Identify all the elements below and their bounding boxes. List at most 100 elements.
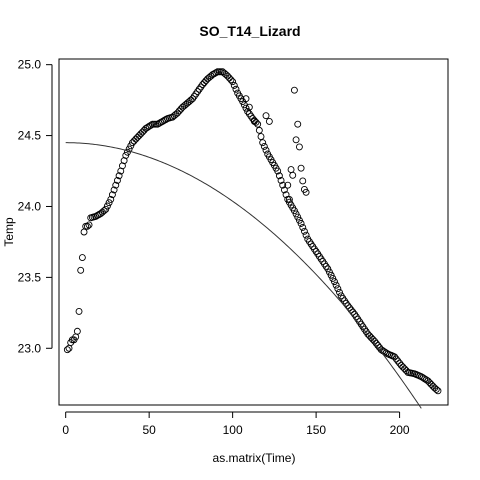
data-point (331, 278, 338, 286)
data-point (292, 210, 300, 218)
data-point (108, 191, 116, 199)
data-point (329, 274, 337, 282)
data-point (300, 227, 308, 235)
data-point (417, 373, 425, 381)
data-point (242, 95, 250, 103)
data-point (299, 223, 307, 231)
y-tick-label: 24.0 (18, 199, 42, 213)
data-point (262, 112, 270, 120)
data-point (257, 133, 265, 140)
data-point (147, 121, 155, 129)
data-point (394, 357, 402, 365)
data-point (103, 202, 111, 210)
data-point (110, 186, 118, 194)
data-point (77, 266, 85, 274)
data-point (302, 231, 310, 239)
data-point (259, 139, 267, 147)
data-point (290, 207, 298, 215)
data-point (334, 285, 342, 293)
y-tick-label: 25.0 (18, 58, 42, 72)
chart-title: SO_T14_Lizard (199, 23, 300, 39)
data-point (396, 359, 404, 367)
data-point (302, 188, 310, 196)
data-point (284, 181, 292, 189)
data-point (252, 118, 260, 126)
data-point (285, 195, 293, 203)
data-point (369, 335, 377, 343)
data-point (122, 151, 130, 159)
data-point (299, 177, 307, 185)
data-point (294, 120, 302, 128)
data-point (155, 119, 163, 127)
x-tick-label: 150 (306, 423, 326, 437)
data-point (63, 346, 71, 354)
data-point (282, 191, 290, 199)
data-point (83, 222, 91, 230)
data-point (123, 148, 131, 156)
x-tick-label: 0 (62, 423, 69, 437)
data-point (100, 207, 108, 215)
x-tick-label: 50 (142, 423, 156, 437)
y-axis: 23.0 23.5 24.0 24.5 25.0 (18, 58, 53, 355)
x-axis-label: as.matrix(Time) (213, 451, 296, 465)
data-point (332, 281, 340, 289)
data-point (85, 221, 93, 229)
x-axis: 0 50 100 150 200 (62, 411, 410, 437)
data-point (154, 120, 161, 128)
data-point (229, 78, 237, 86)
data-point (144, 123, 151, 131)
data-point (209, 71, 217, 79)
data-point (432, 385, 440, 393)
data-point (105, 199, 113, 207)
data-point (255, 126, 263, 134)
data-point (107, 195, 115, 203)
data-point (159, 117, 166, 125)
data-point (275, 172, 283, 180)
data-point (230, 82, 238, 89)
data-point (374, 341, 382, 349)
data-point (93, 212, 101, 219)
data-point (434, 387, 442, 395)
plot-frame (58, 58, 449, 406)
data-point (277, 177, 285, 184)
y-tick-label: 23.5 (18, 270, 42, 284)
data-point (294, 213, 302, 221)
data-point (274, 167, 282, 175)
data-point (336, 288, 343, 296)
data-point (262, 146, 270, 154)
data-point (115, 172, 123, 180)
x-tick-label: 100 (223, 423, 243, 437)
data-point (289, 171, 297, 179)
data-point (78, 254, 86, 261)
data-point (92, 212, 100, 220)
data-point (157, 118, 165, 126)
data-point (245, 103, 253, 111)
data-point (102, 205, 110, 213)
data-point (327, 271, 335, 279)
data-point (112, 181, 120, 189)
data-point (280, 186, 288, 194)
data-point (250, 117, 258, 125)
data-point (279, 181, 287, 189)
data-point (260, 142, 268, 150)
data-point (371, 337, 378, 345)
data-point (326, 268, 333, 276)
data-point (242, 104, 250, 112)
data-points (63, 68, 442, 395)
data-point (265, 117, 273, 125)
data-point (212, 69, 220, 77)
data-point (392, 355, 400, 363)
y-axis-label: Temp (2, 217, 16, 247)
data-point (419, 374, 427, 382)
data-point (297, 164, 305, 172)
data-point (421, 375, 429, 383)
data-point (292, 136, 300, 144)
data-point (73, 327, 81, 335)
data-point (377, 346, 385, 354)
data-point (232, 85, 240, 93)
data-point (127, 142, 135, 150)
data-point (391, 353, 399, 361)
y-tick-label: 24.5 (18, 129, 42, 143)
